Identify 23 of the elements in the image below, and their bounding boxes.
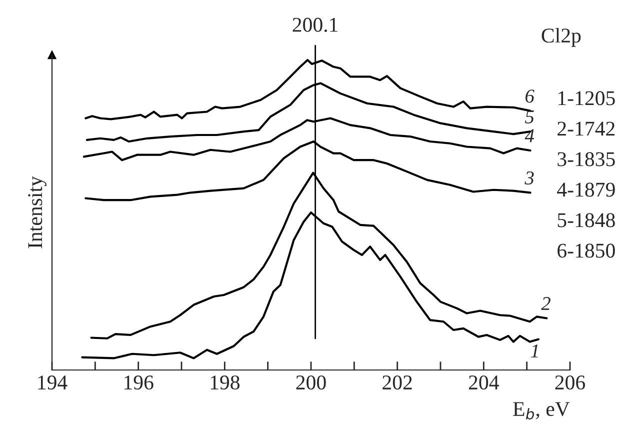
x-axis-title: E$_{b}$, eV: [513, 402, 570, 420]
y-axis-title: Intensity: [28, 176, 46, 248]
x-tick-label: 206: [555, 375, 586, 390]
annotation: 2-1742: [558, 122, 615, 136]
annotation: 4-1879: [557, 182, 615, 197]
annotation: 5-1848: [558, 213, 615, 228]
series-label: 6: [526, 90, 534, 103]
text: Cl2p: [542, 28, 581, 47]
series-label: 5: [525, 110, 534, 124]
annotation: 1-1205: [558, 91, 615, 106]
x-tick-label: 204: [468, 375, 499, 390]
x-tick-label: 202: [382, 375, 412, 390]
x-tick-label: 198: [210, 375, 240, 390]
annotation: 3-1835: [558, 152, 615, 166]
series-label: 3: [524, 171, 534, 185]
ref-line-label: 200.1: [292, 18, 338, 32]
annotation: 6-1850: [558, 244, 615, 258]
x-tick-label: 196: [124, 376, 154, 390]
series-label: 1: [530, 344, 538, 358]
series-label: 4: [524, 129, 534, 142]
series-label: 2: [541, 297, 550, 310]
x-tick-label: 194: [38, 376, 68, 390]
x-tick-label: 200: [296, 375, 326, 390]
